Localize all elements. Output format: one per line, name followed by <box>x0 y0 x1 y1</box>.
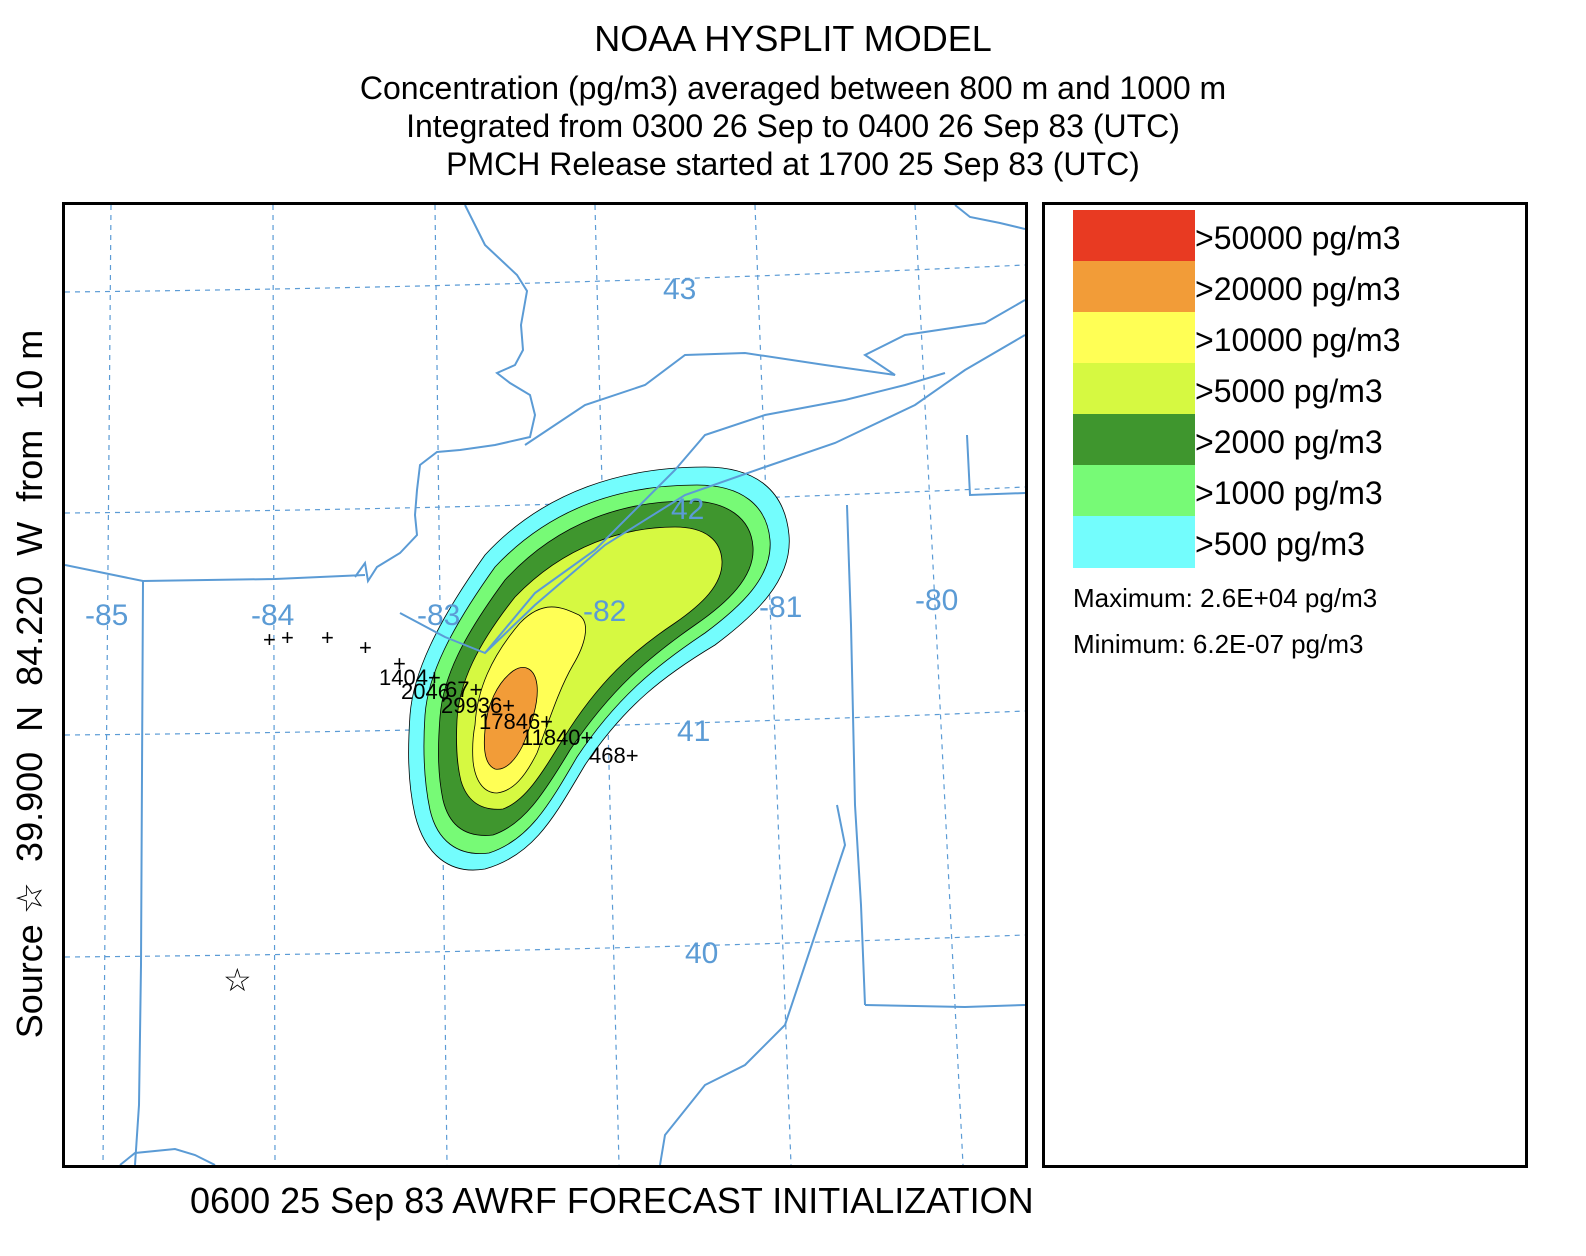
ohio-river <box>659 804 847 1165</box>
parallel-42 <box>65 486 1025 514</box>
release-start: PMCH Release started at 1700 25 Sep 83 (… <box>446 146 1140 182</box>
ohio-pennsylvania-line <box>846 504 866 1006</box>
map-panel: -85 -84 -83 -82 -81 -80 43 42 41 40 + + … <box>62 202 1028 1168</box>
ontario-shore <box>524 299 1025 446</box>
sample-value: 29936+ <box>441 693 515 718</box>
legend-swatch <box>1073 465 1195 517</box>
state-and-lake-boundaries <box>65 205 1025 1165</box>
meridian-80 <box>914 205 964 1165</box>
pennsylvania-ny-line <box>864 1004 1025 1009</box>
forecast-initialization: 0600 25 Sep 83 AWRF FORECAST INITIALIZAT… <box>190 1180 1034 1221</box>
legend-label: >5000 pg/m3 <box>1195 373 1383 409</box>
lake-erie-south-shore <box>399 334 1025 655</box>
sampler-markers: + + + + + 1404+ 2046 67+ 29936+ 17846+ 1… <box>223 625 639 999</box>
legend-swatch <box>1073 516 1195 568</box>
sample-value: 468+ <box>589 743 639 768</box>
sample-value: 67+ <box>445 677 482 702</box>
lat-label-42: 42 <box>671 493 704 526</box>
lake-ontario-shore <box>954 205 1025 230</box>
legend-label: >20000 pg/m3 <box>1195 271 1401 307</box>
minimum-value: Minimum: 6.2E-07 pg/m3 <box>1073 629 1364 659</box>
lon-label--82: -82 <box>583 595 626 628</box>
lake-huron-shore <box>354 205 537 584</box>
parallel-40 <box>65 934 1025 958</box>
lon-label--84: -84 <box>251 599 294 632</box>
legend-swatch <box>1073 363 1195 415</box>
meridian-84 <box>272 205 276 1165</box>
plus-marker: + <box>359 635 372 660</box>
contour-20000 <box>483 667 538 770</box>
legend-panel: >50000 pg/m3 >20000 pg/m3 >10000 pg/m3 >… <box>1042 202 1528 1168</box>
source-location-label: Source ☆ 39.900 N 84.220 W from 10 m <box>9 329 50 1039</box>
map-title: NOAA HYSPLIT MODEL <box>594 18 992 59</box>
sample-value: 11840+ <box>521 725 593 750</box>
legend-label: >500 pg/m3 <box>1195 526 1365 562</box>
ny-border <box>966 434 1025 497</box>
indiana-ohio-line <box>134 580 144 1165</box>
plume-map: -85 -84 -83 -82 -81 -80 43 42 41 40 + + … <box>65 205 1025 1165</box>
plus-marker: + <box>321 625 334 650</box>
lon-label--83: -83 <box>417 599 460 632</box>
lon-label--85: -85 <box>85 599 128 632</box>
legend-swatch <box>1073 414 1195 466</box>
plus-marker: + <box>281 625 294 650</box>
graticule-labels: -85 -84 -83 -82 -81 -80 43 42 41 40 <box>85 273 958 970</box>
graticule <box>65 205 1025 1165</box>
maximum-value: Maximum: 2.6E+04 pg/m3 <box>1073 583 1378 613</box>
meridian-85 <box>102 205 112 1165</box>
lat-label-40: 40 <box>685 937 718 970</box>
sample-value: 17846+ <box>479 709 553 734</box>
plus-marker: + <box>393 651 406 676</box>
legend-label: >10000 pg/m3 <box>1195 322 1401 358</box>
plus-marker: + <box>263 627 276 652</box>
michigan-ohio-line <box>65 564 366 583</box>
lake-erie-north-shore <box>484 372 946 654</box>
concentration-plume <box>408 466 790 871</box>
lat-label-41: 41 <box>677 715 710 748</box>
source-star-marker: ☆ <box>223 961 252 999</box>
legend-swatch <box>1073 261 1195 313</box>
concentration-subtitle: Concentration (pg/m3) averaged between 8… <box>359 70 1227 106</box>
legend-label: >50000 pg/m3 <box>1195 220 1401 256</box>
parallel-43 <box>65 264 1025 293</box>
sample-value: 1404+ <box>379 665 441 690</box>
legend-label: >2000 pg/m3 <box>1195 424 1383 460</box>
lon-label--80: -80 <box>915 584 958 617</box>
integration-period: Integrated from 0300 26 Sep to 0400 26 S… <box>406 108 1180 144</box>
legend-swatch <box>1073 210 1195 262</box>
lat-label-43: 43 <box>663 273 696 306</box>
legend-swatch <box>1073 312 1195 364</box>
legend-label: >1000 pg/m3 <box>1195 475 1383 511</box>
southwest-river <box>119 1147 216 1165</box>
sample-value: 2046 <box>401 679 450 704</box>
meridian-81 <box>754 205 792 1165</box>
lon-label--81: -81 <box>759 591 802 624</box>
